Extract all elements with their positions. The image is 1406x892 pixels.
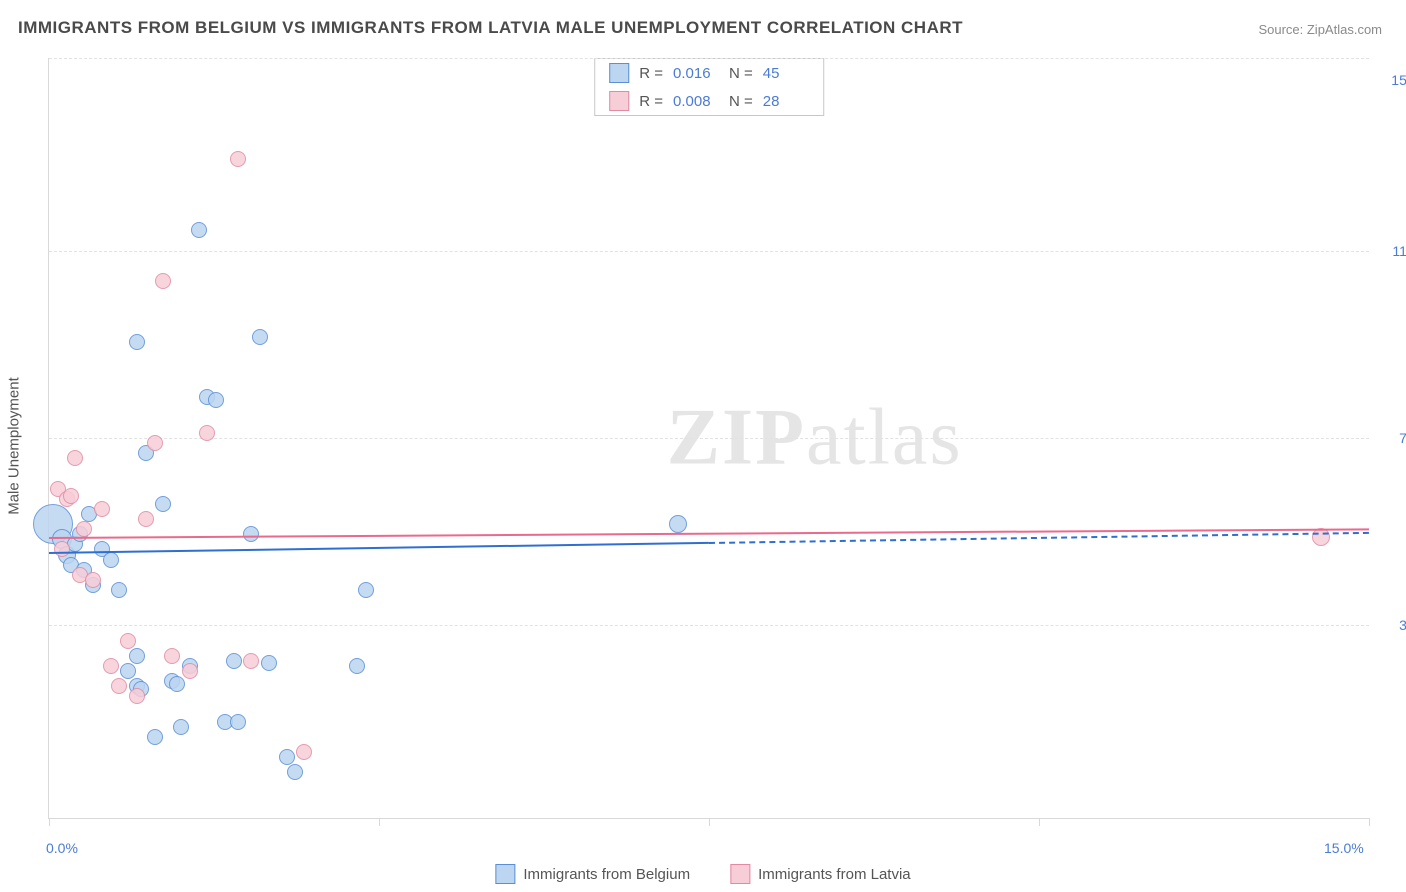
scatter-point <box>287 764 303 780</box>
r-label-2: R = <box>639 93 663 110</box>
legend-swatch-latvia-icon <box>730 864 750 884</box>
x-tick <box>1369 818 1370 826</box>
scatter-point <box>252 329 268 345</box>
scatter-point <box>279 749 295 765</box>
gridline <box>49 625 1369 626</box>
gridline <box>49 58 1369 59</box>
y-tick-label: 3.8% <box>1375 617 1406 633</box>
plot-area: ZIPatlas R = 0.016 N = 45 R = 0.008 N = … <box>48 58 1369 819</box>
x-min-label: 0.0% <box>46 840 78 856</box>
n-value-belgium: 45 <box>763 65 809 82</box>
scatter-point <box>669 515 687 533</box>
stats-row-latvia: R = 0.008 N = 28 <box>595 87 823 115</box>
scatter-point <box>182 663 198 679</box>
scatter-point <box>94 501 110 517</box>
scatter-point <box>173 719 189 735</box>
swatch-belgium-icon <box>609 63 629 83</box>
scatter-point <box>261 655 277 671</box>
stats-legend: R = 0.016 N = 45 R = 0.008 N = 28 <box>594 58 824 116</box>
scatter-point <box>349 658 365 674</box>
scatter-point <box>164 648 180 664</box>
scatter-point <box>147 729 163 745</box>
x-tick <box>379 818 380 826</box>
scatter-point <box>138 511 154 527</box>
scatter-point <box>103 552 119 568</box>
scatter-point <box>147 435 163 451</box>
legend-item-belgium: Immigrants from Belgium <box>495 864 690 884</box>
gridline <box>49 438 1369 439</box>
source-label: Source: ZipAtlas.com <box>1258 22 1382 37</box>
scatter-point <box>243 526 259 542</box>
x-tick <box>49 818 50 826</box>
scatter-point <box>230 151 246 167</box>
scatter-point <box>169 676 185 692</box>
y-tick-label: 7.5% <box>1375 430 1406 446</box>
scatter-point <box>120 633 136 649</box>
r-value-latvia: 0.008 <box>673 93 719 110</box>
scatter-point <box>226 653 242 669</box>
x-max-label: 15.0% <box>1324 840 1364 856</box>
scatter-point <box>111 582 127 598</box>
scatter-point <box>129 648 145 664</box>
scatter-point <box>199 425 215 441</box>
n-value-latvia: 28 <box>763 93 809 110</box>
stats-row-belgium: R = 0.016 N = 45 <box>595 59 823 87</box>
scatter-point <box>76 521 92 537</box>
scatter-point <box>67 450 83 466</box>
trend-line <box>49 542 709 554</box>
n-label-2: N = <box>729 93 753 110</box>
r-value-belgium: 0.016 <box>673 65 719 82</box>
scatter-point <box>296 744 312 760</box>
scatter-point <box>103 658 119 674</box>
scatter-point <box>191 222 207 238</box>
scatter-point <box>208 392 224 408</box>
scatter-point <box>155 273 171 289</box>
legend-swatch-belgium-icon <box>495 864 515 884</box>
y-tick-label: 15.0% <box>1375 72 1406 88</box>
x-tick <box>1039 818 1040 826</box>
scatter-point <box>358 582 374 598</box>
series-legend: Immigrants from Belgium Immigrants from … <box>495 864 910 884</box>
scatter-point <box>111 678 127 694</box>
scatter-point <box>85 572 101 588</box>
legend-label-belgium: Immigrants from Belgium <box>523 866 690 883</box>
scatter-point <box>230 714 246 730</box>
r-label: R = <box>639 65 663 82</box>
n-label: N = <box>729 65 753 82</box>
x-tick <box>709 818 710 826</box>
scatter-point <box>243 653 259 669</box>
gridline <box>49 251 1369 252</box>
y-axis-label: Male Unemployment <box>6 377 23 515</box>
chart-title: IMMIGRANTS FROM BELGIUM VS IMMIGRANTS FR… <box>18 18 963 38</box>
scatter-point <box>129 334 145 350</box>
scatter-point <box>120 663 136 679</box>
scatter-point <box>155 496 171 512</box>
scatter-point <box>129 688 145 704</box>
y-tick-label: 11.2% <box>1375 243 1406 259</box>
legend-item-latvia: Immigrants from Latvia <box>730 864 911 884</box>
legend-label-latvia: Immigrants from Latvia <box>758 866 911 883</box>
scatter-point <box>54 541 70 557</box>
scatter-point <box>63 488 79 504</box>
swatch-latvia-icon <box>609 91 629 111</box>
